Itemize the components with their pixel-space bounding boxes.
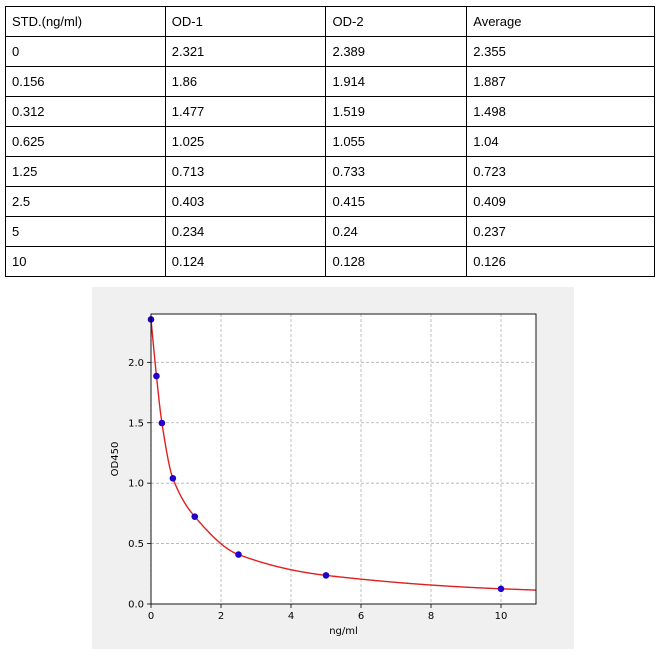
x-tick-label: 10 bbox=[495, 611, 508, 622]
y-tick-label: 0.5 bbox=[128, 539, 144, 550]
cell-average: 1.498 bbox=[466, 96, 655, 127]
x-axis-title: ng/ml bbox=[329, 626, 358, 637]
data-point bbox=[497, 585, 505, 593]
standard-table: STD.(ng/ml) OD-1 OD-2 Average 0 2.321 2.38… bbox=[5, 6, 655, 277]
table-row: 5 0.234 0.24 0.237 bbox=[5, 216, 655, 247]
data-point bbox=[158, 419, 166, 427]
cell-od2: 1.519 bbox=[325, 96, 468, 127]
table-header-row: STD.(ng/ml) OD-1 OD-2 Average bbox=[5, 6, 655, 37]
data-point bbox=[322, 572, 330, 579]
cell-od2: 2.389 bbox=[325, 36, 468, 67]
cell-od1: 1.025 bbox=[164, 126, 327, 157]
cell-std: 0.625 bbox=[5, 126, 166, 157]
table-row: 0 2.321 2.389 2.355 bbox=[5, 36, 655, 67]
cell-average: 0.237 bbox=[466, 216, 655, 247]
y-axis-title: OD450 bbox=[110, 442, 121, 477]
data-point bbox=[191, 513, 199, 520]
table-row: 2.5 0.403 0.415 0.409 bbox=[5, 186, 655, 217]
cell-od2: 1.914 bbox=[325, 66, 468, 97]
cell-od1: 0.713 bbox=[164, 156, 327, 187]
cell-od2: 0.128 bbox=[325, 246, 468, 277]
data-point bbox=[235, 551, 242, 558]
table-row: 0.312 1.477 1.519 1.498 bbox=[5, 96, 655, 127]
cell-od1: 2.321 bbox=[164, 36, 327, 67]
fit-curve bbox=[150, 319, 537, 591]
y-tick-label: 2.0 bbox=[128, 358, 144, 369]
cell-std: 2.5 bbox=[5, 186, 166, 217]
header-od2: OD-2 bbox=[325, 6, 468, 37]
cell-std: 5 bbox=[5, 216, 166, 247]
header-std: STD.(ng/ml) bbox=[5, 6, 166, 37]
header-od1: OD-1 bbox=[164, 6, 327, 37]
cell-od1: 1.477 bbox=[164, 96, 327, 127]
cell-od1: 0.124 bbox=[164, 246, 327, 277]
x-tick-label: 8 bbox=[428, 611, 434, 622]
axes-frame bbox=[150, 313, 537, 605]
cell-average: 0.126 bbox=[466, 246, 655, 277]
table-row: 0.625 1.025 1.055 1.04 bbox=[5, 126, 655, 157]
header-average: Average bbox=[466, 6, 655, 37]
data-point bbox=[169, 475, 177, 482]
cell-std: 0.312 bbox=[5, 96, 166, 127]
y-tick-label: 0.0 bbox=[128, 600, 144, 611]
y-tick-label: 1.5 bbox=[128, 418, 144, 429]
cell-od1: 0.234 bbox=[164, 216, 327, 247]
cell-average: 0.723 bbox=[466, 156, 655, 187]
chart-svg: 0 2 4 6 8 10 0.0 0.5 1.0 1.5 2.0 ng/ml OD450 bbox=[110, 313, 537, 637]
table-row: 0.156 1.86 1.914 1.887 bbox=[5, 66, 655, 97]
cell-od1: 0.403 bbox=[164, 186, 327, 217]
cell-average: 1.887 bbox=[466, 66, 655, 97]
cell-average: 0.409 bbox=[466, 186, 655, 217]
table-row: 10 0.124 0.128 0.126 bbox=[5, 246, 655, 277]
table-row: 1.25 0.713 0.733 0.723 bbox=[5, 156, 655, 187]
cell-od2: 0.415 bbox=[325, 186, 468, 217]
y-tick-label: 1.0 bbox=[128, 479, 144, 490]
data-point bbox=[153, 372, 160, 380]
x-tick-label: 0 bbox=[148, 611, 154, 622]
standard-curve-chart: 0 2 4 6 8 10 0.0 0.5 1.0 1.5 2.0 ng/ml OD450 bbox=[92, 287, 574, 649]
cell-std: 0.156 bbox=[5, 66, 166, 97]
cell-od1: 1.86 bbox=[164, 66, 327, 97]
cell-od2: 0.24 bbox=[325, 216, 468, 247]
x-tick-label: 4 bbox=[288, 611, 294, 622]
cell-std: 0 bbox=[5, 36, 166, 67]
cell-od2: 0.733 bbox=[325, 156, 468, 187]
cell-average: 1.04 bbox=[466, 126, 655, 157]
x-tick-label: 2 bbox=[218, 611, 224, 622]
cell-std: 10 bbox=[5, 246, 166, 277]
x-tick-label: 6 bbox=[358, 611, 364, 622]
plot-area bbox=[151, 314, 536, 604]
cell-od2: 1.055 bbox=[325, 126, 468, 157]
cell-std: 1.25 bbox=[5, 156, 166, 187]
cell-average: 2.355 bbox=[466, 36, 655, 67]
